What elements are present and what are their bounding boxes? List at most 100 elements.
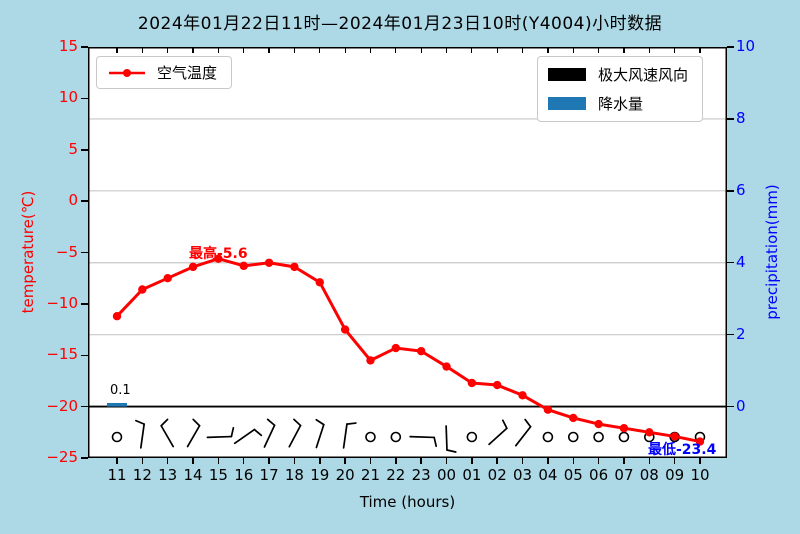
x-tick-top: [547, 48, 549, 53]
x-tick-label: 13: [158, 466, 178, 484]
wind-barb-calm-icon: [567, 431, 579, 443]
precip-bar: [107, 402, 127, 407]
x-tick-top: [217, 48, 219, 53]
left-tick-label: 10: [58, 88, 78, 107]
x-tick: [521, 458, 524, 464]
right-tick: [727, 118, 734, 120]
temperature-point: [442, 362, 451, 371]
x-tick-label: 08: [639, 466, 659, 484]
left-tick: [81, 405, 88, 408]
wind-barb-icon: [263, 418, 276, 448]
x-tick: [166, 458, 169, 464]
wind-barb-calm-icon: [390, 431, 402, 443]
temperature-point: [416, 346, 426, 356]
x-tick: [623, 458, 625, 464]
right-tick-label: 8: [736, 108, 746, 127]
legend-wind-label: 极大风速风向: [598, 66, 689, 84]
x-tick-label: 18: [284, 466, 304, 484]
x-tick-label: 09: [665, 466, 685, 484]
temperature-point: [214, 254, 223, 263]
temperature-point: [518, 391, 527, 400]
legend-wind-precip: 极大风速风向 降水量: [537, 56, 704, 122]
x-tick-top: [344, 48, 346, 53]
left-tick-label: −15: [46, 345, 78, 364]
temperature-point: [391, 343, 401, 353]
x-tick: [445, 458, 448, 464]
x-tick-top: [496, 48, 498, 53]
x-tick-label: 23: [411, 466, 431, 484]
x-tick-label: 21: [360, 466, 381, 484]
right-tick: [727, 333, 734, 336]
right-tick-label: 4: [736, 252, 746, 271]
left-tick-label: 5: [68, 139, 78, 158]
x-tick-label: 17: [259, 466, 279, 484]
x-tick-label: 00: [436, 466, 457, 484]
temperature-line: [115, 257, 701, 444]
x-tick: [319, 458, 321, 464]
temperature-point: [619, 424, 629, 433]
x-tick-label: 16: [234, 466, 254, 484]
right-tick-label: 0: [736, 396, 746, 415]
x-tick: [293, 458, 296, 464]
temperature-point: [138, 285, 147, 294]
x-tick-top: [369, 48, 372, 53]
left-tick-label: −10: [46, 293, 78, 312]
temperature-point: [695, 437, 705, 446]
x-tick-top: [521, 48, 524, 53]
x-tick: [572, 458, 574, 464]
wind-barb-calm-icon: [542, 431, 554, 443]
wind-barb-icon: [233, 428, 263, 445]
legend-temperature-label: 空气温度: [157, 64, 218, 82]
x-axis-label: Time (hours): [359, 493, 456, 511]
x-tick-label: 12: [132, 466, 152, 484]
x-tick-label: 06: [589, 466, 609, 484]
temperature-point: [188, 262, 198, 272]
x-tick: [369, 458, 372, 464]
temperature-point: [493, 380, 502, 390]
x-tick-label: 10: [690, 466, 710, 484]
x-tick-top: [116, 48, 118, 53]
temperature-point: [645, 428, 654, 437]
wind-barb-icon: [315, 418, 325, 449]
right-tick-label: 6: [736, 180, 746, 199]
temperature-point: [594, 419, 603, 429]
left-tick-label: −20: [46, 396, 78, 415]
chart-title: 2024年01月22日11时—2024年01月23日10时(Y4004)小时数据: [137, 14, 663, 34]
left-tick: [81, 46, 88, 48]
wind-barb-icon: [488, 419, 508, 446]
x-tick: [597, 458, 600, 464]
wind-barb-calm-icon: [593, 431, 604, 443]
temperature-point: [163, 273, 172, 283]
x-tick: [673, 458, 676, 464]
temperature-point: [543, 405, 553, 414]
right-tick: [727, 261, 734, 264]
x-tick-top: [141, 48, 143, 53]
legend-wind-row: 极大风速风向: [548, 64, 688, 85]
wind-barb-icon: [342, 422, 357, 449]
x-tick-label: 03: [513, 466, 533, 484]
x-tick-label: 22: [386, 466, 406, 484]
wind-legend-patch: [548, 68, 586, 81]
left-tick-label: 0: [68, 191, 78, 210]
wind-barb-icon: [160, 418, 175, 448]
x-tick-label: 05: [563, 466, 583, 484]
x-tick-top: [674, 48, 676, 53]
temperature-point: [315, 278, 324, 287]
x-tick-top: [572, 48, 574, 53]
x-tick-top: [319, 48, 321, 53]
x-tick-top: [293, 48, 296, 53]
right-tick-label: 2: [736, 324, 746, 343]
right-axis-label: precipitation(mm): [763, 184, 781, 320]
temperature-point: [239, 261, 248, 271]
wind-barb-icon: [409, 435, 438, 448]
left-tick: [81, 251, 88, 254]
wind-barb-calm-icon: [365, 431, 376, 443]
x-tick-top: [471, 48, 473, 53]
x-tick: [496, 458, 498, 464]
temperature-point: [670, 432, 679, 441]
legend-temperature: 空气温度: [96, 56, 233, 89]
wind-barb-calm-icon: [618, 431, 630, 443]
temperature-point: [290, 262, 299, 272]
wind-barb-icon: [135, 419, 146, 449]
